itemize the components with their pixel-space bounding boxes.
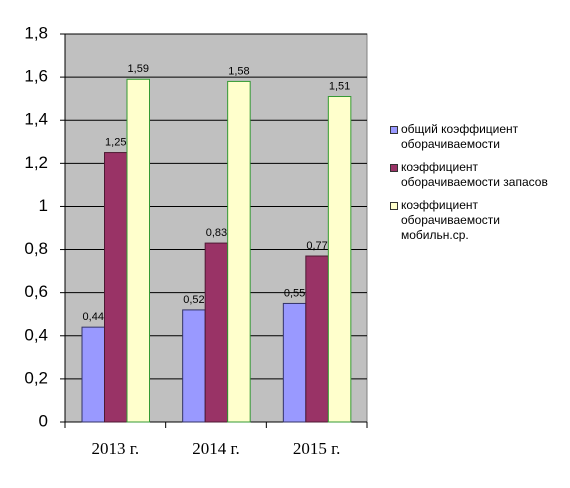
value-label: 0,83 <box>206 227 227 239</box>
bar <box>305 255 329 423</box>
legend-swatch <box>390 164 398 172</box>
bar <box>327 96 352 423</box>
bar <box>182 309 206 423</box>
y-tick-label: 0 <box>39 411 48 430</box>
value-label: 0,55 <box>284 287 305 299</box>
legend-item: коэффициент оборачиваемости запасов <box>390 160 560 190</box>
y-tick-label: 1 <box>39 196 48 215</box>
y-tick-label: 1,8 <box>24 23 48 42</box>
y-tick-label: 1,2 <box>24 153 48 172</box>
value-label: 1,51 <box>329 80 350 92</box>
y-tick-label: 1,4 <box>24 110 48 129</box>
y-tick-label: 0,8 <box>24 239 48 258</box>
legend-item: общий коэффициент оборачиваемости <box>390 122 560 152</box>
legend: общий коэффициент оборачиваемости коэффиц… <box>390 122 560 251</box>
y-tick-label: 1,6 <box>24 67 48 86</box>
y-tick-label: 0,2 <box>24 368 48 387</box>
x-tick-label: 2013 г. <box>92 439 140 458</box>
value-label: 0,77 <box>306 240 327 252</box>
value-label: 0,44 <box>83 311 104 323</box>
legend-label: коэффициент оборачиваемости мобильн.ср. <box>401 198 500 242</box>
legend-swatch <box>390 202 398 210</box>
x-tick-label: 2014 г. <box>192 439 240 458</box>
y-tick-label: 0,6 <box>24 282 48 301</box>
x-tick-label: 2015 г. <box>293 439 341 458</box>
value-label: 1,59 <box>128 63 149 75</box>
value-label: 0,52 <box>183 294 204 306</box>
bar <box>204 242 229 423</box>
bar <box>227 80 251 423</box>
legend-label: коэффициент оборачиваемости запасов <box>401 160 548 189</box>
legend-swatch <box>390 126 398 134</box>
bar <box>282 302 307 423</box>
legend-label: общий коэффициент оборачиваемости <box>401 122 519 151</box>
y-tick-label: 0,4 <box>24 325 48 344</box>
value-label: 1,25 <box>105 136 126 148</box>
bar <box>104 152 128 423</box>
legend-item: коэффициент оборачиваемости мобильн.ср. <box>390 198 560 243</box>
bar <box>126 78 150 423</box>
bar <box>81 326 105 423</box>
value-label: 1,58 <box>228 65 249 77</box>
